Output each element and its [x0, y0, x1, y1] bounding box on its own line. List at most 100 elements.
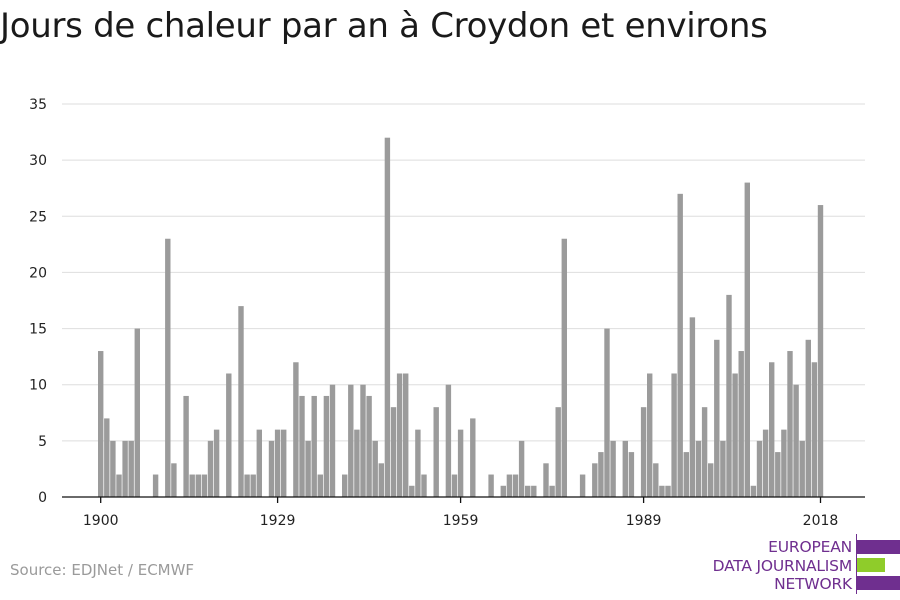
source-note: Source: EDJNet / ECMWF [10, 561, 195, 579]
bar-1969 [518, 440, 525, 497]
bar-2012 [781, 429, 787, 497]
bar-1966 [500, 485, 506, 497]
edjnet-logo: EUROPEAN DATA JOURNALISM NETWORK [700, 530, 900, 596]
bar-1991 [653, 463, 659, 497]
bar-1912 [171, 463, 177, 497]
bar-1943 [360, 384, 366, 497]
bar-1975 [555, 407, 561, 497]
bar-1918 [207, 440, 214, 497]
x-tick-label-1989: 1989 [626, 513, 662, 529]
bar-1929 [274, 429, 281, 497]
y-tick-label-10: 10 [29, 378, 47, 394]
y-tick-label-5: 5 [38, 434, 47, 450]
bar-1949 [396, 373, 403, 497]
bar-1911 [165, 238, 171, 498]
bar-1973 [543, 463, 549, 497]
bar-1924 [244, 474, 250, 497]
bar-1945 [372, 440, 378, 497]
x-tick-label-1929: 1929 [260, 513, 296, 529]
bar-1970 [525, 485, 531, 497]
bar-1915 [189, 474, 195, 497]
bar-1948 [390, 407, 397, 497]
y-tick-label-30: 30 [29, 153, 47, 169]
logo-bar-middle [857, 558, 885, 572]
bar-1982 [598, 452, 604, 497]
bar-1934 [305, 440, 311, 497]
bar-1938 [329, 384, 336, 497]
bar-2005 [738, 351, 744, 497]
bar-1953 [421, 474, 427, 497]
bar-1906 [134, 328, 140, 497]
bar-1925 [250, 474, 256, 497]
logo-bar-top [857, 540, 900, 554]
bar-1946 [378, 463, 384, 497]
bar-1917 [201, 474, 208, 497]
bar-1971 [531, 485, 537, 497]
bar-2015 [799, 440, 805, 497]
bar-1921 [226, 373, 232, 497]
bar-1935 [311, 395, 317, 497]
bar-1901 [104, 418, 110, 497]
bar-1930 [281, 429, 287, 497]
bar-1955 [433, 407, 439, 497]
bar-1984 [610, 440, 616, 497]
bar-1909 [152, 474, 159, 497]
logo-line-data-journalism: DATA JOURNALISM [712, 557, 853, 575]
logo-line-network: NETWORK [774, 575, 852, 593]
bar-1916 [195, 474, 201, 497]
bar-1997 [689, 317, 696, 497]
bar-1967 [506, 474, 513, 497]
bar-1958 [451, 474, 458, 497]
bar-1905 [128, 440, 134, 497]
bar-1904 [122, 440, 128, 497]
bar-1940 [342, 474, 348, 497]
y-tick-labels: 0 5 10 15 20 25 30 35 [29, 97, 47, 506]
bar-1952 [415, 429, 421, 497]
bar-1932 [293, 362, 299, 497]
bar-1926 [256, 429, 262, 497]
bar-2003 [726, 294, 732, 497]
bar-1989 [640, 407, 647, 497]
y-tick-label-15: 15 [29, 322, 47, 338]
bar-1979 [579, 474, 586, 497]
x-tick-label-1959: 1959 [443, 513, 479, 529]
bar-1998 [695, 440, 702, 497]
bar-1981 [592, 463, 598, 497]
bar-1990 [647, 373, 653, 497]
bar-1983 [604, 328, 610, 497]
bar-1942 [354, 429, 360, 497]
bar-2014 [793, 384, 799, 497]
bar-1923 [238, 306, 244, 497]
chart-title: Jours de chaleur par an à Croydon et env… [0, 6, 768, 46]
bar-1993 [665, 485, 671, 497]
bar-1903 [116, 474, 122, 497]
y-tick-label-35: 35 [29, 97, 47, 113]
bar-1950 [403, 373, 409, 497]
x-tick-label-1900: 1900 [83, 513, 119, 529]
bar-2009 [762, 429, 769, 497]
x-tick-labels: 1900 1929 1959 1989 2018 [83, 513, 838, 529]
bar-1968 [512, 474, 519, 497]
y-tick-label-25: 25 [29, 209, 47, 225]
bars [98, 137, 824, 498]
bar-1974 [549, 485, 555, 497]
bar-1959 [457, 429, 464, 497]
logo-divider [856, 534, 857, 594]
bar-2006 [744, 182, 750, 497]
bar-2007 [750, 485, 757, 497]
bar-1941 [348, 384, 354, 497]
y-tick-label-0: 0 [38, 490, 47, 506]
bar-2018 [817, 205, 824, 497]
gridlines [62, 103, 865, 442]
bar-1936 [317, 474, 323, 497]
y-tick-label-20: 20 [29, 265, 47, 281]
bar-1914 [183, 395, 189, 497]
bar-1944 [366, 395, 372, 497]
bar-1957 [445, 384, 452, 497]
bar-2013 [787, 351, 793, 497]
bar-1900 [98, 351, 104, 497]
bar-2017 [811, 362, 818, 497]
x-tick-label-2018: 2018 [803, 513, 839, 529]
bar-1902 [110, 440, 116, 497]
